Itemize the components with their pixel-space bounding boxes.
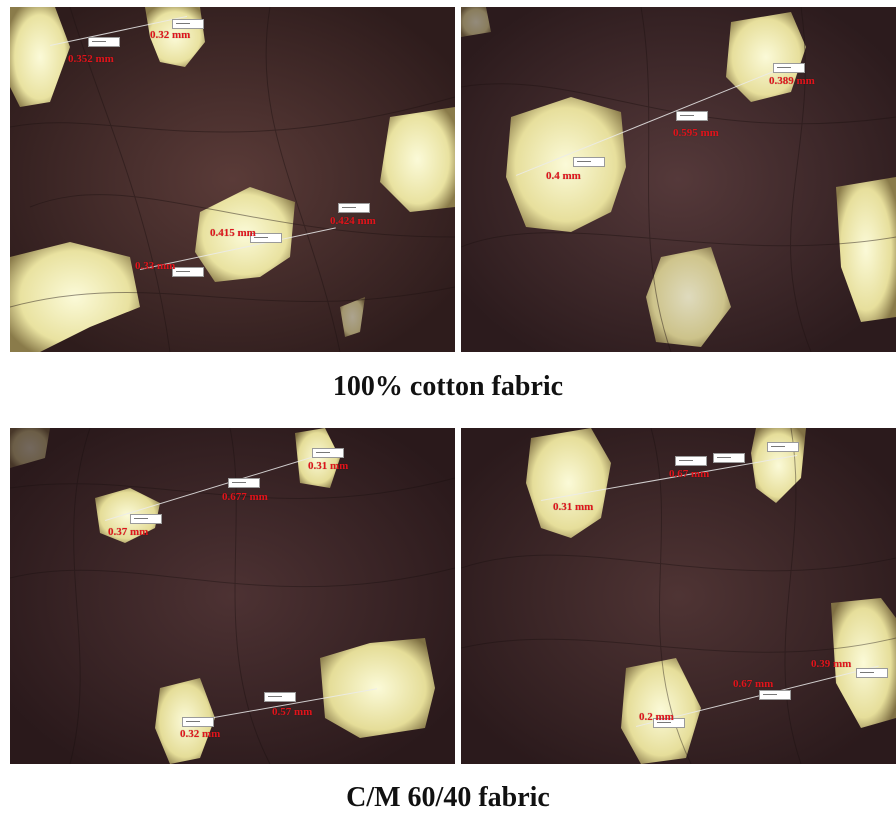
scale-marker	[338, 203, 370, 213]
measurement-label: 0.352 mm	[68, 53, 114, 65]
measurement-label: 0.31 mm	[308, 460, 349, 472]
scale-marker	[653, 718, 685, 728]
measurement-label: 0.67 mm	[733, 678, 774, 690]
measurement-label: 0.4 mm	[546, 170, 581, 182]
scale-marker	[573, 157, 605, 167]
scale-marker	[676, 111, 708, 121]
micrograph-cotton-left: 0.32 mm 0.352 mm 0.415 mm 0.424 mm 0.33 …	[10, 7, 455, 352]
scale-marker	[172, 267, 204, 277]
measurement-label: 0.32 mm	[150, 29, 191, 41]
scale-marker	[312, 448, 344, 458]
scale-marker	[250, 233, 282, 243]
scale-marker	[759, 690, 791, 700]
measurement-label: 0.39 mm	[811, 658, 852, 670]
scale-marker	[264, 692, 296, 702]
measurement-label: 0.595 mm	[673, 127, 719, 139]
micrograph-cotton-right: 0.389 mm 0.595 mm 0.4 mm	[461, 7, 896, 352]
measurement-label: 0.2 mm	[639, 711, 674, 723]
measurement-label: 0.33 mm	[135, 260, 176, 272]
measurement-label: 0.424 mm	[330, 215, 376, 227]
micrograph-image	[461, 428, 896, 764]
scale-marker	[228, 478, 260, 488]
caption-cm-blend: C/M 60/40 fabric	[346, 782, 550, 813]
scale-marker	[675, 456, 707, 466]
scale-marker	[767, 442, 799, 452]
measurement-label: 0.389 mm	[769, 75, 815, 87]
measurement-label: 0.37 mm	[108, 526, 149, 538]
micrograph-cm-left: 0.31 mm 0.677 mm 0.37 mm 0.57 mm 0.32 mm	[10, 428, 455, 764]
measurement-label: 0.32 mm	[180, 728, 221, 740]
scale-marker	[773, 63, 805, 73]
scale-marker	[88, 37, 120, 47]
measurement-label: 0.677 mm	[222, 491, 268, 503]
caption-cotton: 100% cotton fabric	[332, 371, 564, 402]
micrograph-image	[461, 7, 896, 352]
measurement-label: 0.67 mm	[669, 468, 710, 480]
scale-marker	[856, 668, 888, 678]
micrograph-cm-right: 0.67 mm 0.31 mm 0.39 mm 0.67 mm 0.2 mm	[461, 428, 896, 764]
scale-marker	[172, 19, 204, 29]
measurement-label: 0.57 mm	[272, 706, 313, 718]
scale-marker	[182, 717, 214, 727]
scale-marker	[130, 514, 162, 524]
measurement-label: 0.415 mm	[210, 227, 256, 239]
scale-marker	[713, 453, 745, 463]
measurement-label: 0.31 mm	[553, 501, 594, 513]
